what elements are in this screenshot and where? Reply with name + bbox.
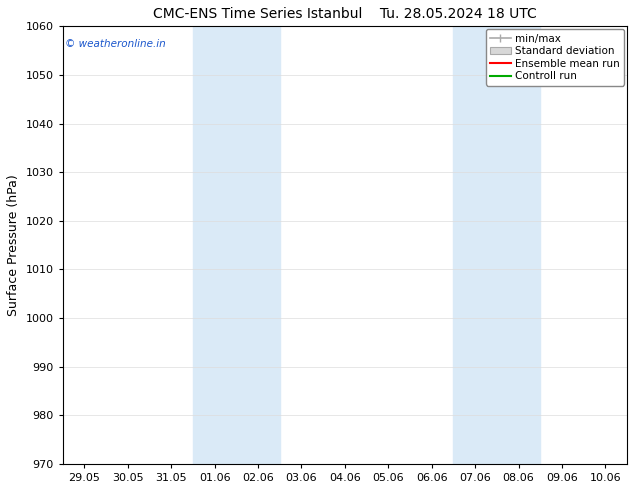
Bar [453,26,540,464]
Y-axis label: Surface Pressure (hPa): Surface Pressure (hPa) [7,174,20,316]
Title: CMC-ENS Time Series Istanbul    Tu. 28.05.2024 18 UTC: CMC-ENS Time Series Istanbul Tu. 28.05.2… [153,7,537,21]
Legend: min/max, Standard deviation, Ensemble mean run, Controll run: min/max, Standard deviation, Ensemble me… [486,29,624,86]
Text: © weatheronline.in: © weatheronline.in [65,39,166,49]
Bar [193,26,280,464]
